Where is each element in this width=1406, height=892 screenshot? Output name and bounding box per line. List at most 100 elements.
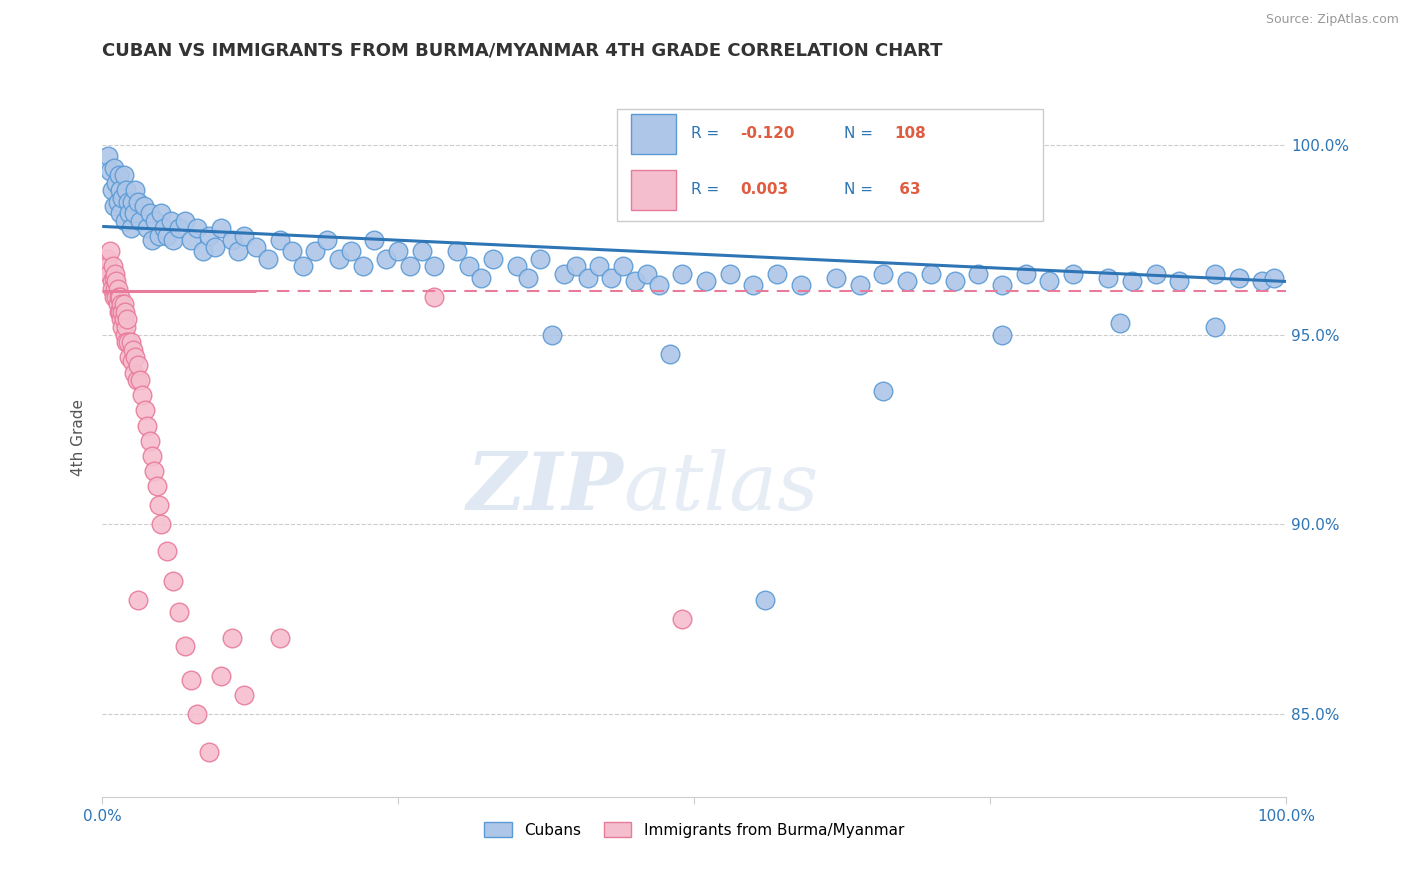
Point: [107, 282, 129, 296]
Point: [541, 327, 564, 342]
Point: [328, 252, 350, 266]
FancyBboxPatch shape: [631, 114, 676, 154]
Point: [470, 270, 492, 285]
Point: [114, 305, 136, 319]
Point: [167, 221, 190, 235]
Point: [115, 312, 138, 326]
Point: [120, 221, 142, 235]
Point: [269, 233, 291, 247]
FancyBboxPatch shape: [631, 170, 676, 210]
Point: [129, 213, 152, 227]
Point: [1204, 320, 1226, 334]
Point: [108, 183, 131, 197]
Point: [141, 449, 163, 463]
Point: [115, 335, 138, 350]
Point: [280, 244, 302, 259]
Point: [529, 252, 551, 266]
Point: [1168, 275, 1191, 289]
Point: [422, 290, 444, 304]
Point: [100, 244, 122, 259]
Point: [1062, 267, 1084, 281]
Point: [387, 244, 409, 259]
Point: [96, 252, 118, 266]
Text: R =: R =: [690, 127, 724, 142]
Point: [920, 267, 942, 281]
Text: R =: R =: [690, 182, 724, 197]
Point: [422, 260, 444, 274]
Point: [100, 183, 122, 197]
Point: [576, 270, 599, 285]
Point: [103, 161, 125, 175]
Point: [150, 206, 173, 220]
Point: [110, 297, 132, 311]
Point: [156, 229, 179, 244]
Point: [97, 260, 120, 274]
Y-axis label: 4th Grade: 4th Grade: [72, 399, 86, 475]
Point: [233, 229, 256, 244]
Point: [129, 373, 152, 387]
Point: [316, 233, 339, 247]
Point: [257, 252, 280, 266]
Point: [872, 384, 894, 399]
Point: [167, 605, 190, 619]
Point: [849, 278, 872, 293]
Point: [197, 745, 219, 759]
Point: [1227, 270, 1250, 285]
Point: [105, 176, 128, 190]
Point: [180, 673, 202, 687]
Text: CUBAN VS IMMIGRANTS FROM BURMA/MYANMAR 4TH GRADE CORRELATION CHART: CUBAN VS IMMIGRANTS FROM BURMA/MYANMAR 4…: [103, 42, 942, 60]
Point: [228, 244, 250, 259]
Point: [162, 574, 184, 589]
Point: [124, 183, 146, 197]
Point: [943, 275, 966, 289]
Point: [148, 498, 170, 512]
Point: [399, 260, 422, 274]
Point: [112, 312, 135, 326]
Point: [107, 305, 129, 319]
Point: [180, 233, 202, 247]
Point: [115, 183, 138, 197]
Text: Source: ZipAtlas.com: Source: ZipAtlas.com: [1265, 13, 1399, 27]
Text: atlas: atlas: [623, 449, 818, 526]
Point: [138, 434, 160, 448]
Point: [991, 327, 1014, 342]
Point: [209, 669, 232, 683]
Point: [789, 278, 811, 293]
Point: [197, 229, 219, 244]
Point: [118, 206, 141, 220]
Text: 0.003: 0.003: [740, 182, 789, 197]
Point: [221, 631, 243, 645]
Point: [104, 267, 127, 281]
Point: [100, 282, 122, 296]
Point: [221, 233, 243, 247]
Point: [134, 403, 156, 417]
Point: [112, 297, 135, 311]
Point: [564, 260, 586, 274]
Point: [107, 194, 129, 209]
Point: [636, 267, 658, 281]
Point: [127, 194, 149, 209]
FancyBboxPatch shape: [617, 109, 1043, 220]
Point: [340, 244, 363, 259]
Point: [108, 290, 131, 304]
Point: [111, 305, 134, 319]
Point: [896, 275, 918, 289]
Text: ZIP: ZIP: [467, 449, 623, 526]
Point: [1144, 267, 1167, 281]
Point: [292, 260, 315, 274]
Point: [872, 267, 894, 281]
Point: [209, 221, 232, 235]
Point: [98, 267, 121, 281]
Point: [141, 233, 163, 247]
Point: [624, 275, 647, 289]
Point: [482, 252, 505, 266]
Point: [117, 335, 139, 350]
Point: [588, 260, 610, 274]
Point: [695, 275, 717, 289]
Point: [111, 320, 134, 334]
Point: [174, 213, 197, 227]
Point: [186, 221, 208, 235]
Point: [103, 270, 125, 285]
Point: [103, 290, 125, 304]
Point: [754, 593, 776, 607]
